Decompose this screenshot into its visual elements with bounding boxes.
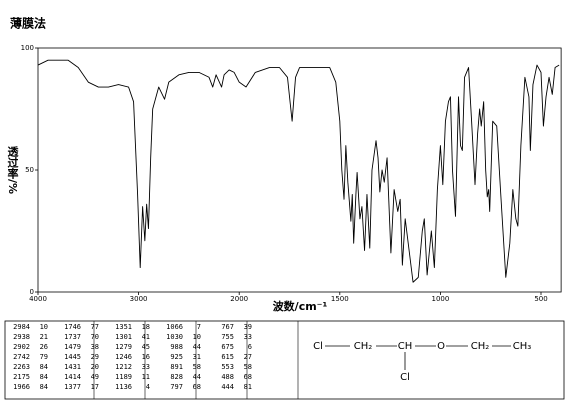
x-axis-label: 波数/cm⁻¹: [273, 299, 328, 313]
peak-transmittance: 41: [142, 333, 150, 341]
peak-transmittance: 29: [91, 353, 99, 361]
peak-transmittance: 33: [244, 333, 252, 341]
peak-wavenumber: 1746: [64, 323, 81, 331]
peak-wavenumber: 1279: [115, 343, 132, 351]
peak-wavenumber: 767: [221, 323, 234, 331]
x-tick-label: 1000: [431, 295, 449, 303]
peak-wavenumber: 1479: [64, 343, 81, 351]
peak-wavenumber: 1066: [166, 323, 183, 331]
table-frame: [4, 320, 565, 400]
peak-wavenumber: 2902: [13, 343, 30, 351]
x-tick-label: 2000: [230, 295, 248, 303]
peak-transmittance: 27: [244, 353, 252, 361]
peak-wavenumber: 1377: [64, 383, 81, 391]
peak-wavenumber: 675: [221, 343, 234, 351]
peak-wavenumber: 755: [221, 333, 234, 341]
peak-wavenumber: 1301: [115, 333, 132, 341]
peak-transmittance: 84: [40, 363, 48, 371]
peak-wavenumber: 553: [221, 363, 234, 371]
peak-transmittance: 21: [40, 333, 48, 341]
peak-transmittance: 17: [91, 383, 99, 391]
structure-atom: CH₂: [471, 341, 490, 352]
y-tick-label: 50: [25, 166, 34, 174]
peak-transmittance: 33: [142, 363, 150, 371]
peak-transmittance: 18: [142, 323, 150, 331]
peak-transmittance: 81: [244, 383, 252, 391]
peak-wavenumber: 828: [170, 373, 183, 381]
peak-wavenumber: 1737: [64, 333, 81, 341]
peak-wavenumber: 1431: [64, 363, 81, 371]
peak-transmittance: 68: [244, 373, 252, 381]
table-lines: [93, 321, 299, 399]
y-axis-label: 透过率/%: [6, 146, 19, 194]
peak-transmittance: 4: [146, 383, 150, 391]
peak-transmittance: 84: [40, 373, 48, 381]
structure-atom: CH₃: [513, 341, 532, 352]
peak-transmittance: 49: [91, 373, 99, 381]
peak-transmittance: 79: [40, 353, 48, 361]
peak-wavenumber: 2984: [13, 323, 30, 331]
structure-atom: Cl: [400, 372, 410, 383]
peak-transmittance: 31: [193, 353, 201, 361]
peak-transmittance: 70: [91, 333, 99, 341]
peak-wavenumber: 2742: [13, 353, 30, 361]
peak-wavenumber: 891: [170, 363, 183, 371]
spectrum-line: [37, 59, 560, 283]
peak-transmittance: 44: [193, 343, 201, 351]
peak-transmittance: 10: [40, 323, 48, 331]
peak-wavenumber: 615: [221, 353, 234, 361]
peak-wavenumber: 797: [170, 383, 183, 391]
peak-transmittance: 58: [193, 363, 201, 371]
peak-transmittance: 10: [193, 333, 201, 341]
peak-wavenumber: 2938: [13, 333, 30, 341]
peak-wavenumber: 1030: [166, 333, 183, 341]
peak-transmittance: 20: [91, 363, 99, 371]
peak-transmittance: 7: [197, 323, 201, 331]
peak-wavenumber: 1246: [115, 353, 132, 361]
peak-wavenumber: 2175: [13, 373, 30, 381]
peak-transmittance: 6: [248, 343, 252, 351]
y-tick-label: 0: [30, 288, 34, 296]
structure-atom: Cl: [313, 341, 323, 352]
peak-wavenumber: 444: [221, 383, 234, 391]
peak-wavenumber: 988: [170, 343, 183, 351]
peak-transmittance: 16: [142, 353, 150, 361]
peak-transmittance: 68: [193, 383, 201, 391]
peak-wavenumber: 1445: [64, 353, 81, 361]
peak-transmittance: 58: [244, 363, 252, 371]
peak-transmittance: 26: [40, 343, 48, 351]
peak-wavenumber: 1136: [115, 383, 132, 391]
structure-atom: O: [437, 341, 445, 352]
peak-transmittance: 38: [91, 343, 99, 351]
structure-atom: CH₂: [354, 341, 373, 352]
peak-wavenumber: 1212: [115, 363, 132, 371]
x-tick-label: 4000: [29, 295, 47, 303]
x-tick-label: 3000: [130, 295, 148, 303]
x-tick-label: 1500: [331, 295, 349, 303]
x-tick-label: 500: [534, 295, 547, 303]
peak-wavenumber: 1351: [115, 323, 132, 331]
peak-wavenumber: 925: [170, 353, 183, 361]
peak-wavenumber: 2263: [13, 363, 30, 371]
peak-wavenumber: 1414: [64, 373, 81, 381]
chart-title: 薄膜法: [10, 16, 46, 31]
structure-atom: CH: [398, 341, 413, 352]
structure-bonds: [325, 345, 511, 370]
peak-transmittance: 39: [244, 323, 252, 331]
peak-wavenumber: 1966: [13, 383, 30, 391]
peak-transmittance: 84: [40, 383, 48, 391]
peak-wavenumber: 1189: [115, 373, 132, 381]
peak-transmittance: 44: [193, 373, 201, 381]
y-tick-label: 100: [21, 44, 34, 52]
plot-frame: [37, 47, 562, 293]
peak-wavenumber: 488: [221, 373, 234, 381]
peak-transmittance: 11: [142, 373, 150, 381]
peak-transmittance: 45: [142, 343, 150, 351]
peak-transmittance: 77: [91, 323, 99, 331]
